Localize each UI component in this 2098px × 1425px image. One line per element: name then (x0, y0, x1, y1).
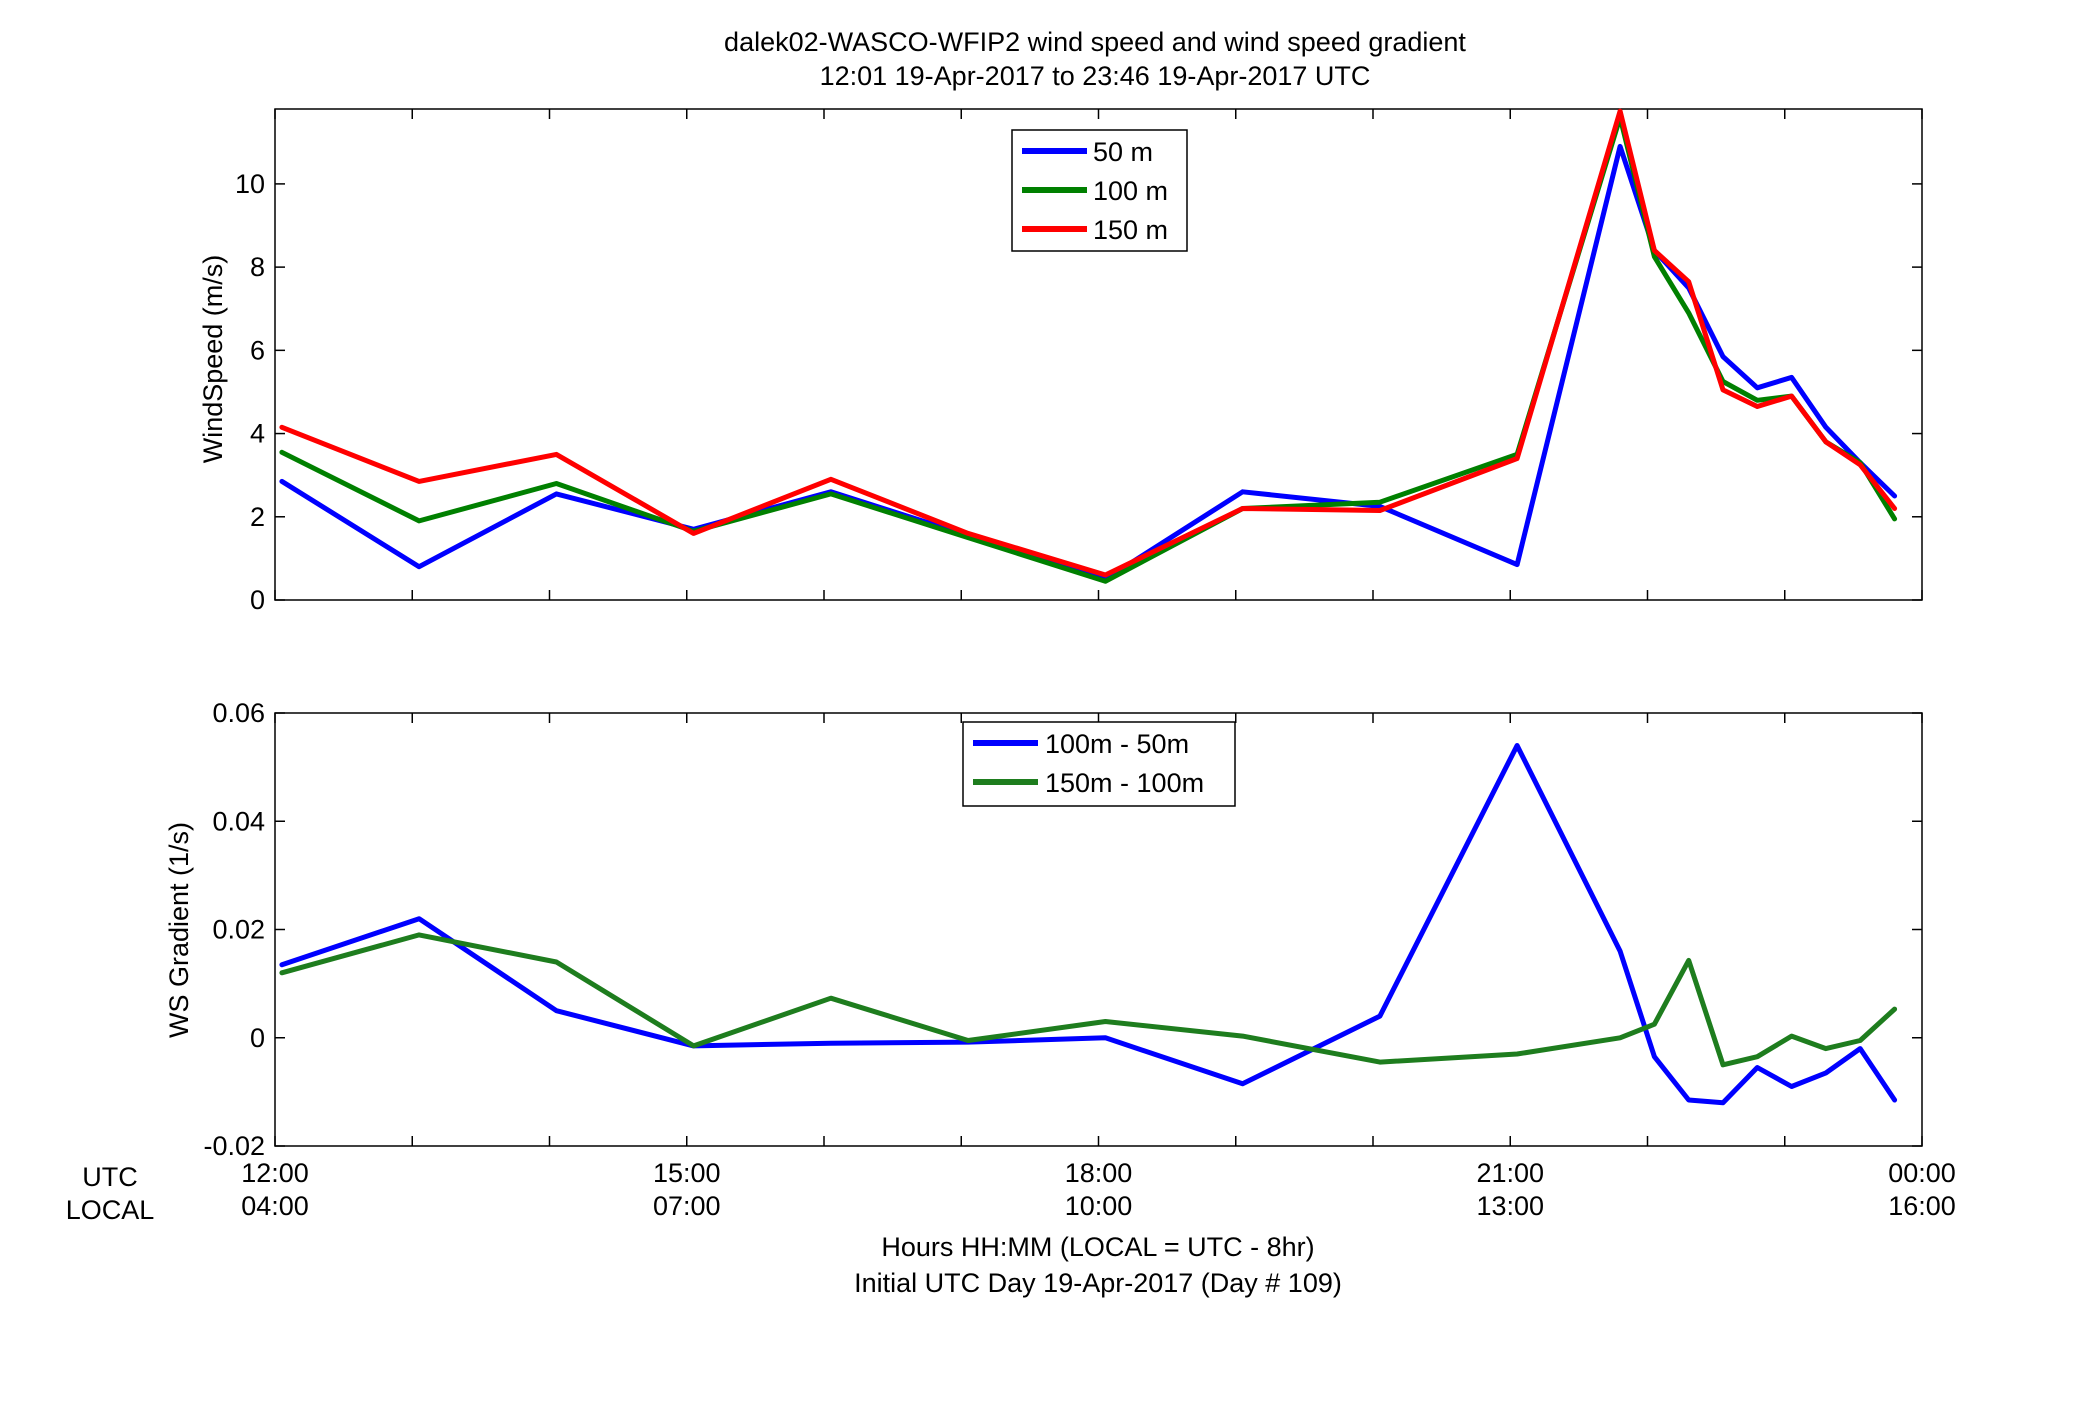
windspeed-legend-label-100m: 100 m (1093, 176, 1168, 206)
gradient-series (279, 743, 1898, 1106)
windspeed-y-tick-label: 6 (250, 335, 265, 365)
x-tick-label-utc: 21:00 (1476, 1158, 1544, 1188)
x-tick-label-utc: 18:00 (1065, 1158, 1133, 1188)
gradient-y-tick-label: -0.02 (203, 1131, 265, 1161)
windspeed-series (279, 108, 1898, 584)
x-tick-label-utc: 12:00 (241, 1158, 309, 1188)
x-axis-label-line2: Initial UTC Day 19-Apr-2017 (Day # 109) (854, 1268, 1342, 1298)
gradient-legend-label-150m-100m: 150m - 100m (1045, 768, 1204, 798)
x-axis-label-line1: Hours HH:MM (LOCAL = UTC - 8hr) (881, 1232, 1314, 1262)
x-tick-label-local: 10:00 (1065, 1191, 1133, 1221)
windspeed-y-tick-label: 4 (250, 419, 265, 449)
gradient-y-ticks: -0.02 0 0.02 0.04 0.06 (203, 698, 1922, 1161)
windspeed-y-axis-label: WindSpeed (m/s) (198, 255, 228, 464)
gradient-y-axis-label: WS Gradient (1/s) (164, 822, 194, 1038)
utc-row-label: UTC (82, 1162, 138, 1192)
windspeed-legend-label-150m: 150 m (1093, 215, 1168, 245)
gradient-y-tick-label: 0.06 (212, 698, 265, 728)
x-tick-label-local: 13:00 (1476, 1191, 1544, 1221)
windspeed-y-tick-label: 10 (235, 169, 265, 199)
gradient-legend: 100m - 50m 150m - 100m (962, 721, 1236, 807)
gradient-y-tick-label: 0.02 (212, 915, 265, 945)
gradient-y-tick-label: 0 (250, 1023, 265, 1053)
windspeed-y-tick-label: 2 (250, 502, 265, 532)
gradient-legend-box (962, 721, 1236, 807)
x-tick-label-local: 04:00 (241, 1191, 309, 1221)
local-row-label: LOCAL (66, 1195, 155, 1225)
windspeed-panel: 0 2 4 6 8 10 WindSpeed (m/s) 50 m 100 m 150 m (198, 108, 1923, 615)
windspeed-y-tick-label: 0 (250, 585, 265, 615)
windspeed-legend-label-50m: 50 m (1093, 137, 1153, 167)
x-tick-label-local: 07:00 (653, 1191, 721, 1221)
gradient-y-tick-label: 0.04 (212, 806, 265, 836)
windspeed-legend: 50 m 100 m 150 m (1011, 129, 1188, 252)
windspeed-x-ticks (274, 109, 1923, 600)
x-tick-label-utc: 15:00 (653, 1158, 721, 1188)
x-tick-label-utc: 00:00 (1888, 1158, 1956, 1188)
windspeed-y-ticks: 0 2 4 6 8 10 (235, 169, 1922, 615)
figure-title-line1: dalek02-WASCO-WFIP2 wind speed and wind … (724, 27, 1466, 57)
x-tick-label-local: 16:00 (1888, 1191, 1956, 1221)
figure-title-line2: 12:01 19-Apr-2017 to 23:46 19-Apr-2017 U… (820, 61, 1371, 91)
gradient-legend-label-100m-50m: 100m - 50m (1045, 729, 1189, 759)
windspeed-y-tick-label: 8 (250, 252, 265, 282)
